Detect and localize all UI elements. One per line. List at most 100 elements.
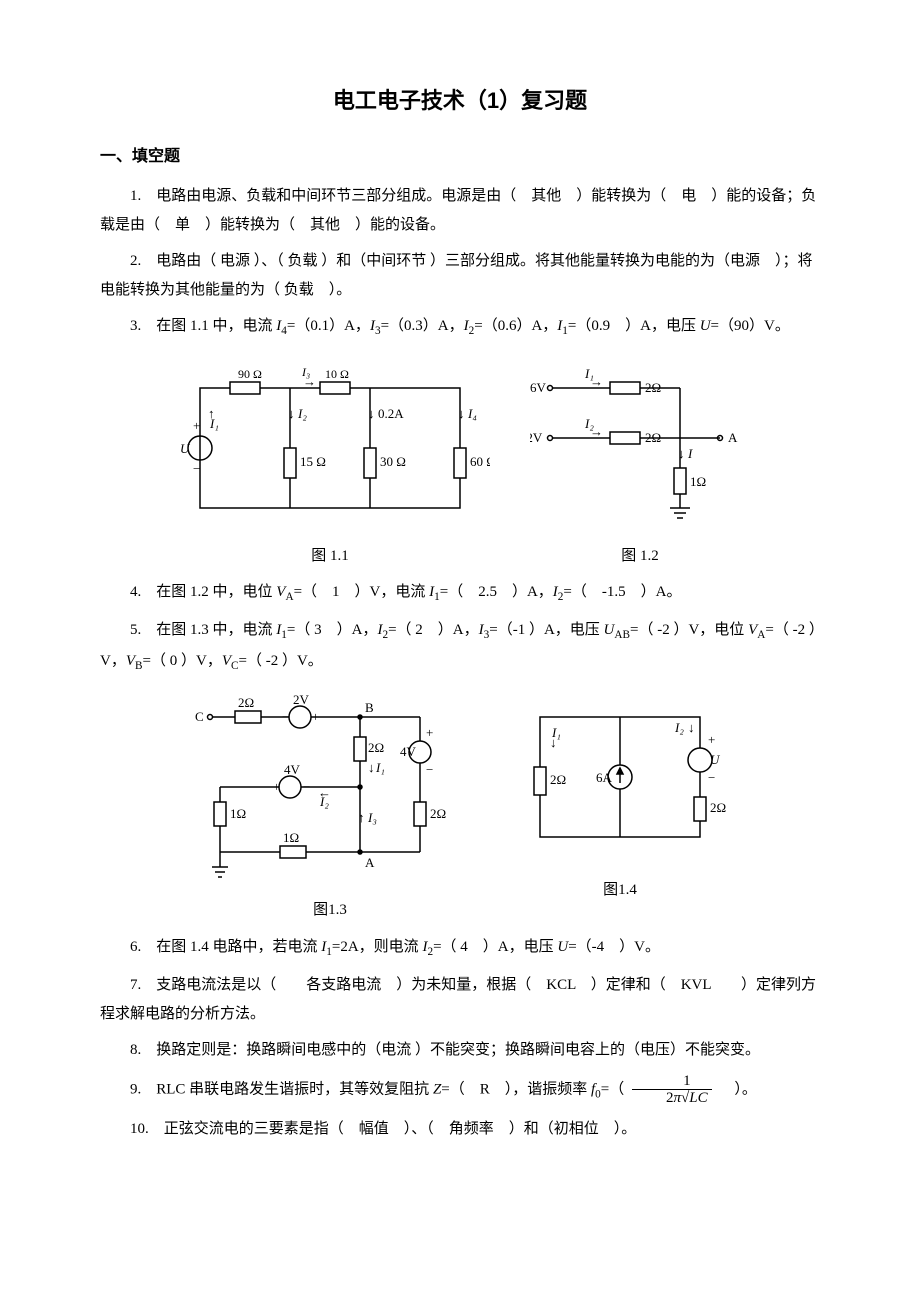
frac-num: 1	[632, 1073, 712, 1091]
q3-text: 3. 在图 1.1 中，电流	[130, 318, 276, 334]
svg-text:4V: 4V	[400, 744, 417, 759]
svg-text:−: −	[708, 770, 715, 785]
svg-text:+: +	[708, 732, 715, 747]
q9-text: ）。	[719, 1081, 757, 1097]
svg-text:↑: ↑	[208, 406, 215, 421]
svg-text:C: C	[195, 709, 204, 724]
svg-text:I₃: I₃	[367, 810, 377, 825]
question-6: 6. 在图 1.4 电路中，若电流 I1=2A，则电流 I2=（ 4 ）A，电压…	[100, 933, 820, 963]
q9-text: =（ R ），谐振频率	[441, 1081, 591, 1097]
svg-text:↓: ↓	[368, 406, 375, 421]
svg-text:A: A	[365, 855, 375, 870]
svg-text:-2V: -2V	[530, 430, 543, 445]
svg-text:↓: ↓	[688, 720, 695, 735]
svg-text:↓: ↓	[550, 735, 557, 750]
figure-row-2: C 2Ω 2V −+ B 2Ω I₁ ↓ + 4V − 2Ω 4V +− I₂ …	[100, 692, 820, 925]
svg-text:2Ω: 2Ω	[550, 772, 566, 787]
svg-text:→: →	[590, 424, 603, 439]
svg-text:4V: 4V	[284, 762, 301, 777]
svg-text:−: −	[282, 709, 289, 724]
frac-den: 2π√LC	[632, 1090, 712, 1107]
fig11-caption: 图 1.1	[170, 542, 490, 571]
svg-text:−: −	[426, 762, 433, 777]
svg-text:90 Ω: 90 Ω	[238, 367, 262, 381]
question-2: 2. 电路由（ 电源 ）、（ 负载 ）和（中间环节 ）三部分组成。将其他能量转换…	[100, 247, 820, 304]
svg-text:15 Ω: 15 Ω	[300, 454, 326, 469]
svg-text:→: →	[590, 374, 603, 389]
fig13-caption: 图1.3	[190, 896, 470, 925]
page-title: 电工电子技术（1）复习题	[100, 80, 820, 122]
svg-text:+: +	[312, 709, 319, 724]
svg-text:2Ω: 2Ω	[710, 800, 726, 815]
q4-text: =（ -1.5 ）A。	[563, 584, 681, 600]
q6-text: =（-4 ）V。	[568, 939, 660, 955]
svg-text:30 Ω: 30 Ω	[380, 454, 406, 469]
figure-1-3: C 2Ω 2V −+ B 2Ω I₁ ↓ + 4V − 2Ω 4V +− I₂ …	[190, 692, 470, 925]
svg-text:I₄: I₄	[467, 406, 477, 421]
svg-text:U: U	[180, 441, 191, 456]
svg-text:2Ω: 2Ω	[645, 380, 661, 395]
figure-1-4: I₁ ↓ 2Ω 6A I₂ ↓ + U − 2Ω 图1.4	[510, 692, 730, 925]
fig14-caption: 图1.4	[510, 876, 730, 905]
fig12-caption: 图 1.2	[530, 542, 750, 571]
svg-text:I₁: I₁	[375, 760, 385, 775]
svg-text:1Ω: 1Ω	[690, 474, 706, 489]
q5-text: =（ 2 ）A，	[388, 622, 479, 638]
section-heading: 一、填空题	[100, 142, 820, 172]
svg-text:+: +	[426, 725, 433, 740]
q5-text: =（ -2 ）V。	[239, 653, 323, 669]
question-9: 9. RLC 串联电路发生谐振时，其等效复阻抗 Z=（ R ），谐振频率 f0=…	[100, 1073, 820, 1107]
question-7: 7. 支路电流法是以（ 各支路电流 ）为未知量，根据（ KCL ）定律和（ KV…	[100, 971, 820, 1028]
figure-row-1: 90 Ω 10 Ω I₃ → I₁ ↑ I₂ ↓ 0.2A ↓ I₄ ↓ U +…	[100, 358, 820, 571]
svg-text:+: +	[193, 418, 200, 433]
svg-text:0.2A: 0.2A	[378, 406, 404, 421]
question-8: 8. 换路定则是：换路瞬间电感中的（电流 ）不能突变；换路瞬间电容上的（电压）不…	[100, 1036, 820, 1065]
svg-text:I: I	[687, 446, 693, 461]
svg-text:1Ω: 1Ω	[283, 830, 299, 845]
q3-text: =（0.9 ）A，电压	[568, 318, 700, 334]
svg-text:I₂: I₂	[297, 406, 307, 421]
svg-text:↓: ↓	[678, 446, 685, 461]
svg-text:↓: ↓	[458, 406, 465, 421]
question-1: 1. 电路由电源、负载和中间环节三部分组成。电源是由（ 其他 ）能转换为（ 电 …	[100, 182, 820, 239]
q4-text: =（ 1 ）V，电流	[294, 584, 430, 600]
svg-text:2Ω: 2Ω	[430, 806, 446, 821]
q3-text: =（0.3）A，	[381, 318, 464, 334]
q4-text: 4. 在图 1.2 中，电位	[130, 584, 276, 600]
svg-text:6A: 6A	[596, 770, 613, 785]
svg-text:2Ω: 2Ω	[368, 740, 384, 755]
svg-text:60 Ω: 60 Ω	[470, 454, 490, 469]
svg-text:A: A	[728, 430, 738, 445]
svg-text:←: ←	[318, 785, 331, 800]
svg-text:↑: ↑	[358, 810, 365, 825]
q5-text: =（ 0 ）V，	[143, 653, 222, 669]
question-10: 10. 正弦交流电的三要素是指（ 幅值 ）、（ 角频率 ）和（初相位 ）。	[100, 1115, 820, 1144]
svg-text:2Ω: 2Ω	[238, 695, 254, 710]
q3-text: =（0.6）A，	[474, 318, 557, 334]
svg-text:1Ω: 1Ω	[230, 806, 246, 821]
q5-text: =（ -2 ）V，电位	[630, 622, 748, 638]
svg-text:2V: 2V	[293, 692, 310, 707]
q6-text: =2A，则电流	[332, 939, 423, 955]
q3-text: =（90）V。	[711, 318, 790, 334]
svg-text:↓: ↓	[368, 760, 375, 775]
svg-text:6V: 6V	[530, 380, 547, 395]
svg-text:↓: ↓	[288, 406, 295, 421]
q3-text: =（0.1）A，	[287, 318, 370, 334]
q9-text: =（	[601, 1081, 624, 1097]
svg-text:−: −	[193, 461, 200, 476]
q5-text: =（ 3 ）A，	[287, 622, 378, 638]
svg-text:10 Ω: 10 Ω	[325, 367, 349, 381]
question-3: 3. 在图 1.1 中，电流 I4=（0.1）A，I3=（0.3）A，I2=（0…	[100, 312, 820, 342]
q6-text: =（ 4 ）A，电压	[433, 939, 557, 955]
question-4: 4. 在图 1.2 中，电位 VA=（ 1 ）V，电流 I1=（ 2.5 ）A，…	[100, 578, 820, 608]
q4-text: =（ 2.5 ）A，	[440, 584, 553, 600]
q5-text: 5. 在图 1.3 中，电流	[130, 622, 276, 638]
svg-text:U: U	[710, 752, 721, 767]
q5-text: =（-1 ）A，电压	[489, 622, 603, 638]
svg-text:+: +	[273, 779, 280, 794]
svg-text:B: B	[365, 700, 374, 715]
figure-1-2: 6V -2V I₁ → I₂ → 2Ω 2Ω I ↓ 1Ω A 图 1.2	[530, 358, 750, 571]
q6-text: 6. 在图 1.4 电路中，若电流	[130, 939, 321, 955]
svg-text:→: →	[303, 374, 316, 389]
